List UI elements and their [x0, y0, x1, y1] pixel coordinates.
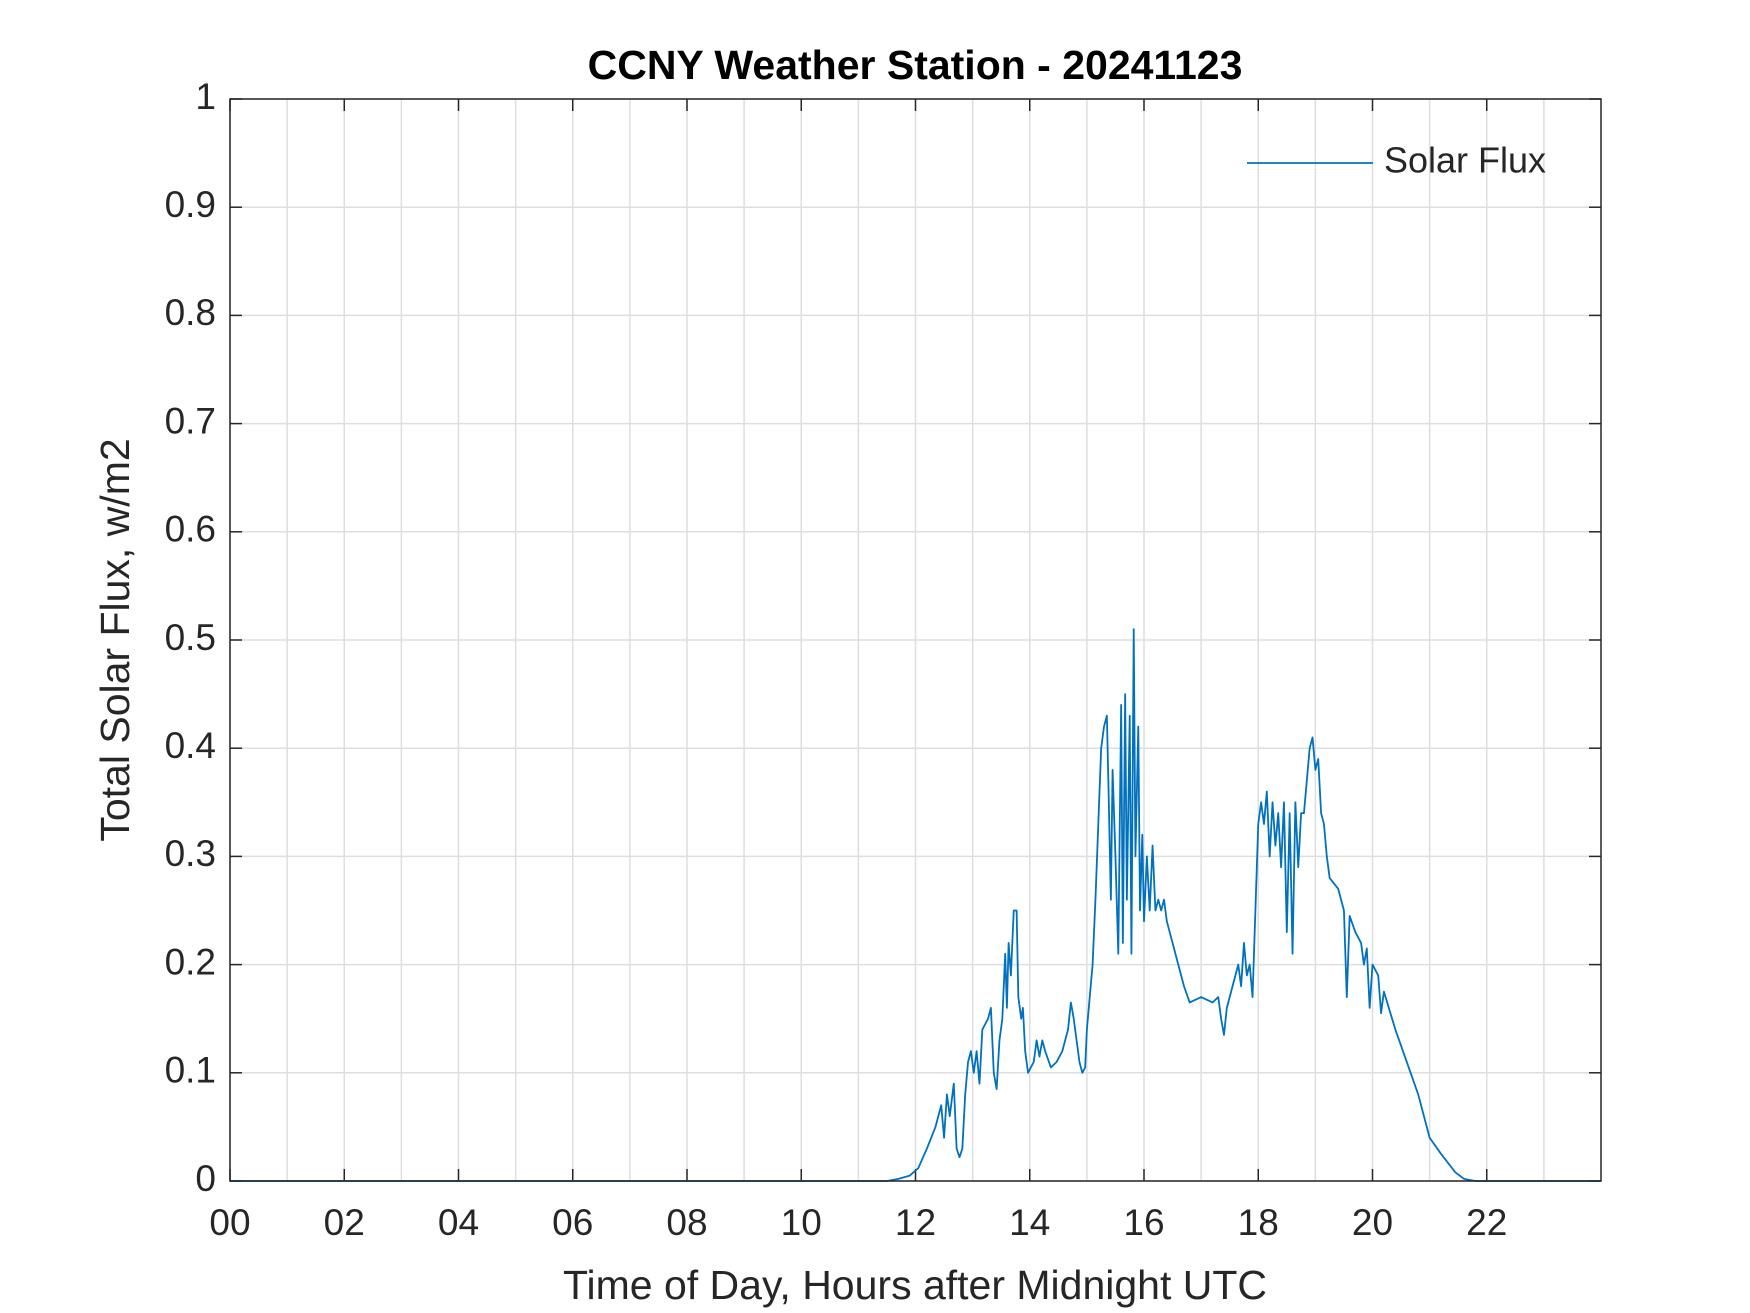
y-tick-label: 0.8: [165, 292, 216, 333]
x-tick-label: 04: [438, 1202, 479, 1243]
y-tick-label: 1: [195, 76, 216, 117]
x-tick-label: 18: [1238, 1202, 1279, 1243]
y-tick-label: 0.7: [165, 400, 216, 441]
y-tick-label: 0.1: [165, 1050, 216, 1091]
y-tick-label: 0.4: [165, 725, 216, 766]
y-tick-label: 0.2: [165, 941, 216, 982]
y-tick-label: 0: [195, 1158, 216, 1199]
x-tick-label: 06: [552, 1202, 593, 1243]
x-tick-label: 22: [1466, 1202, 1507, 1243]
y-tick-label: 0.6: [165, 509, 216, 550]
y-tick-label: 0.9: [165, 184, 216, 225]
x-axis-label: Time of Day, Hours after Midnight UTC: [563, 1262, 1267, 1308]
plot-frame: [229, 98, 1602, 1182]
x-tick-label: 16: [1123, 1202, 1164, 1243]
x-tick-label: 20: [1352, 1202, 1393, 1243]
x-tick-label: 00: [209, 1202, 250, 1243]
chart-title: CCNY Weather Station - 20241123: [588, 42, 1243, 88]
x-tick-label: 02: [324, 1202, 365, 1243]
legend-label: Solar Flux: [1384, 140, 1546, 181]
x-tick-label: 10: [781, 1202, 822, 1243]
data-line: [230, 628, 1600, 1182]
x-tick-label: 12: [895, 1202, 936, 1243]
y-tick-label: 0.5: [165, 617, 216, 658]
x-tick-label: 14: [1009, 1202, 1050, 1243]
x-tick-label: 08: [666, 1202, 707, 1243]
y-tick-label: 0.3: [165, 833, 216, 874]
y-axis-label: Total Solar Flux, w/m2: [92, 438, 138, 841]
